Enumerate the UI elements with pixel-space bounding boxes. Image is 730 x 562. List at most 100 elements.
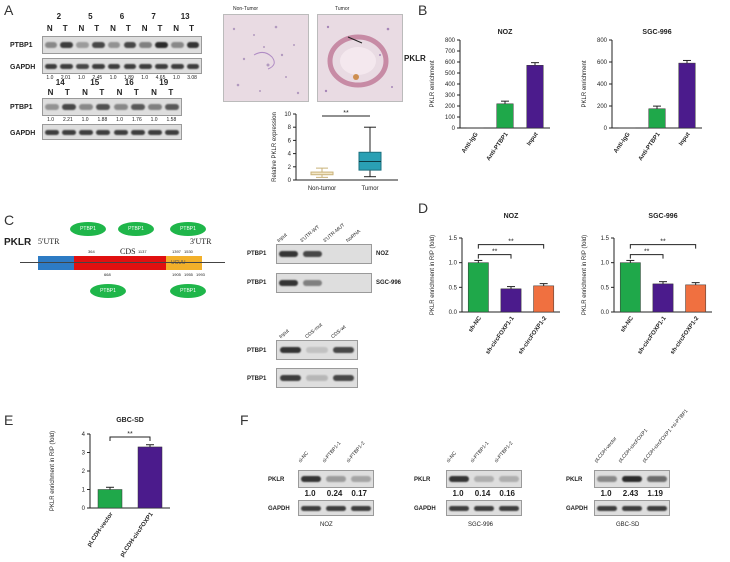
chart-title: SGC-996 — [648, 213, 677, 220]
lane-label: si-PTBP1-2 — [493, 440, 515, 464]
blot-band — [60, 63, 73, 69]
chart-d-sgc996: SGC-996 0.0 0.5 1.0 1.5 PKLR enrichment in RI… — [582, 213, 712, 356]
blot-band — [279, 251, 299, 257]
significance-bracket — [477, 244, 545, 249]
y-tick-label: 0.5 — [601, 285, 610, 291]
y-tick-label: 1.5 — [601, 236, 610, 242]
sample-number: 6 — [119, 12, 125, 21]
sample-number: 19 — [159, 78, 169, 87]
non-tumor-histology-image — [223, 14, 309, 102]
position-label: 1137 — [138, 249, 147, 254]
x-category-label: sh-circFOXP1-1 — [485, 315, 516, 356]
bar — [678, 62, 696, 129]
x-category-label: Anti-IgG — [613, 131, 632, 154]
y-tick-label: 1.0 — [601, 261, 610, 267]
panel-letter-a: A — [4, 2, 14, 18]
quant-value: 1.58 — [166, 117, 177, 123]
blot-band — [279, 375, 301, 381]
significance-mark: ** — [492, 249, 498, 256]
significance-bracket — [109, 436, 151, 441]
y-axis-label: PKLR enrichment — [582, 60, 588, 107]
panel-letter-b: B — [418, 2, 428, 18]
y-tick-label: 300 — [445, 93, 456, 99]
y-tick-label: 800 — [597, 38, 608, 44]
nt-label: N — [151, 88, 157, 97]
y-tick-label: 400 — [597, 82, 608, 88]
ptbp1-label: PTBP1 — [10, 42, 33, 49]
blot-band — [302, 280, 322, 286]
pklr-histo-label: PKLR — [404, 54, 426, 63]
nt-label: T — [64, 88, 70, 97]
blot-band — [61, 129, 76, 135]
nt-label: T — [133, 88, 139, 97]
chart-title: GBC-SD — [116, 417, 144, 424]
ptbp1-blot-row-1 — [42, 36, 202, 54]
non-tumor-texture — [232, 25, 300, 95]
blot-band — [170, 42, 184, 48]
utr3-motif: UCUU — [171, 260, 186, 266]
nt-label: T — [157, 24, 163, 33]
cell-line-label: GBC-SD — [616, 522, 640, 528]
cds-segment — [74, 256, 166, 270]
x-category-label: Anti-PTBP1 — [486, 131, 510, 162]
y-tick-label: 0.0 — [449, 310, 458, 316]
bar — [496, 103, 514, 129]
x-category-label: sh-circFOXP1-1 — [637, 315, 668, 356]
gapdh-blot — [298, 500, 374, 516]
y-tick-label: 0.0 — [601, 310, 610, 316]
y-tick-label: 0 — [604, 126, 608, 132]
blot-band — [76, 63, 89, 69]
significance-mark: ** — [343, 110, 349, 117]
quant-value: 2.43 — [622, 489, 639, 498]
gapdh-label: GAPDH — [10, 64, 36, 71]
pklr-blot — [594, 470, 670, 488]
blot-band — [622, 505, 642, 511]
x-category-label: pLCDH-vector — [87, 511, 115, 548]
y-tick-label: 700 — [445, 49, 456, 55]
nt-label: N — [82, 88, 88, 97]
position-label: 1955 — [184, 272, 193, 277]
quant-value: 4.65 — [155, 75, 166, 81]
y-tick-label: 1.5 — [449, 236, 458, 242]
blot-band — [76, 42, 89, 48]
bar — [526, 65, 544, 129]
histo-label-non-tumor: Non-Tumor — [233, 6, 259, 12]
blot-band — [498, 505, 519, 511]
y-tick-label: 2 — [288, 165, 292, 171]
rip-row-label: PTBP1 — [247, 280, 267, 286]
y-tick-label: 2 — [82, 469, 86, 475]
bar — [648, 108, 666, 129]
rip-column-label: 3'UTR-MUT — [322, 222, 347, 244]
blot-band — [155, 63, 168, 69]
nt-label: T — [189, 24, 194, 33]
blot-band — [44, 129, 59, 135]
significance-mark: ** — [508, 239, 514, 246]
quant-value: 2.01 — [60, 75, 71, 81]
blot-band — [326, 476, 346, 482]
y-tick-label: 0 — [452, 126, 456, 132]
blot-band — [44, 42, 58, 48]
y-tick-label: 800 — [445, 38, 456, 44]
blot-band — [350, 476, 371, 482]
position-label: 1905 — [172, 272, 181, 277]
position-label: 364 — [88, 249, 95, 254]
x-category-label: Anti-PTBP1 — [638, 131, 662, 162]
sample-number: 14 — [55, 78, 65, 87]
bar — [97, 489, 123, 509]
y-axis-label: PKLR enrichment in RIP (fold) — [50, 431, 56, 511]
bar — [619, 262, 641, 313]
quant-value: 1.0 — [600, 489, 612, 498]
pklr-blot — [298, 470, 374, 488]
cell-line-label-noz: NOZ — [376, 251, 389, 257]
y-tick-label: 500 — [445, 71, 456, 77]
quant-value: 1.0 — [47, 117, 55, 123]
blot-band — [79, 104, 94, 110]
blot-band — [449, 505, 470, 511]
sample-number: 15 — [90, 78, 100, 87]
chart-d-noz: NOZ 0.0 0.5 1.0 1.5 PKLR enrichment in RIP (f… — [430, 213, 560, 356]
quant-value: 1.0 — [150, 117, 158, 123]
bar — [500, 288, 522, 313]
quant-value: 1.0 — [116, 117, 124, 123]
sample-number: 2 — [56, 12, 62, 21]
nt-label: N — [173, 24, 180, 33]
